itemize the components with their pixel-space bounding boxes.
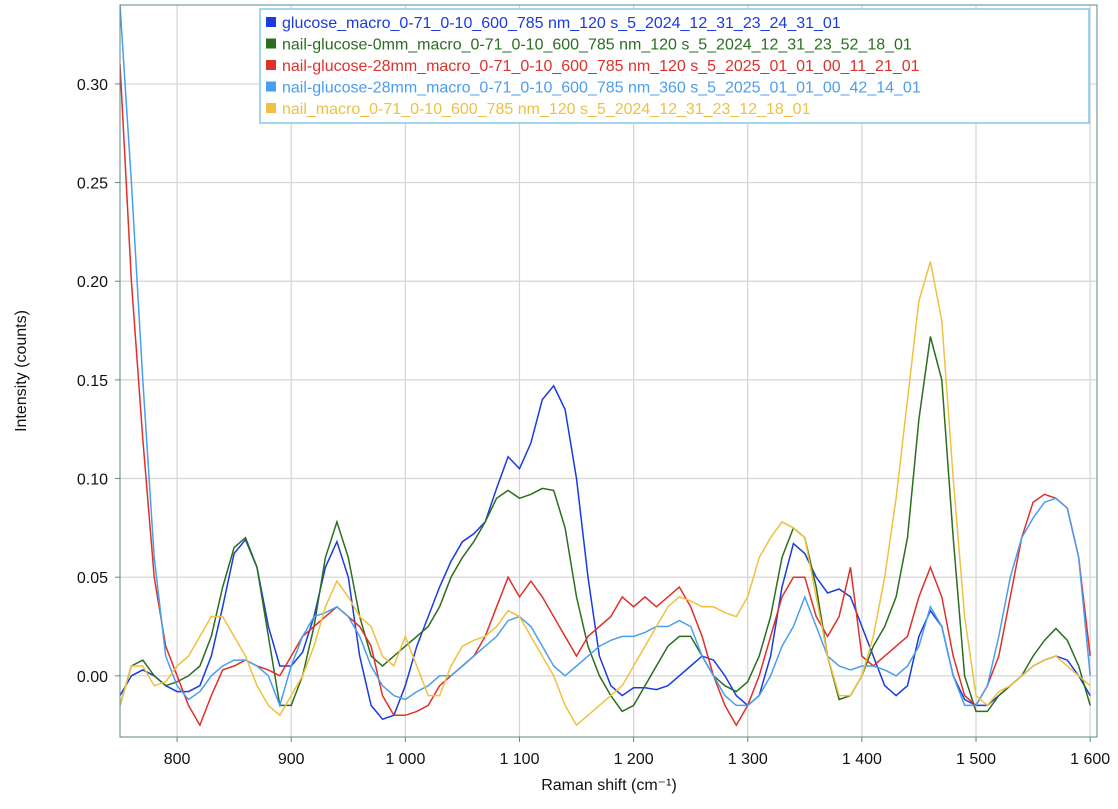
series-line <box>120 336 1091 713</box>
y-axis-title: Intensity (counts) <box>13 310 30 432</box>
x-tick-label: 1 300 <box>728 751 768 768</box>
legend-swatch <box>266 60 276 70</box>
y-tick-label: 0.00 <box>77 669 108 686</box>
series-line <box>120 5 1091 708</box>
series-line <box>120 64 1091 727</box>
y-tick-label: 0.15 <box>77 373 108 390</box>
x-tick-label: 1 400 <box>842 751 882 768</box>
y-tick-label: 0.25 <box>77 176 108 193</box>
x-tick-label: 1 000 <box>385 751 425 768</box>
x-tick-label: 1 200 <box>614 751 654 768</box>
legend-swatch <box>266 17 276 27</box>
x-tick-label: 1 100 <box>499 751 539 768</box>
x-tick-label: 900 <box>278 751 305 768</box>
legend-swatch <box>266 103 276 113</box>
legend-label: nail_macro_0-71_0-10_600_785 nm_120 s_5_… <box>282 101 811 118</box>
y-tick-label: 0.05 <box>77 570 108 587</box>
legend-swatch <box>266 81 276 92</box>
legend-swatch <box>266 38 276 49</box>
y-tick-label: 0.30 <box>77 77 108 94</box>
legend-label: nail-glucose-28mm_macro_0-71_0-10_600_78… <box>282 58 920 75</box>
y-tick-label: 0.10 <box>77 472 108 489</box>
legend-label: glucose_macro_0-71_0-10_600_785 nm_120 s… <box>282 15 841 32</box>
y-tick-label: 0.20 <box>77 274 108 291</box>
x-tick-label: 1 500 <box>956 751 996 768</box>
legend-label: nail-glucose-28mm_macro_0-71_0-10_600_78… <box>282 80 921 97</box>
legend-label: nail-glucose-0mm_macro_0-71_0-10_600_785… <box>282 37 912 54</box>
x-axis-title: Raman shift (cm⁻¹) <box>541 777 677 794</box>
x-tick-label: 1 600 <box>1070 751 1110 768</box>
ticks: 800 900 1 000 1 100 1 200 1 300 1 400 1 500 1 60… <box>77 77 1110 768</box>
x-tick-label: 800 <box>164 751 191 768</box>
plot-lines <box>120 5 1091 727</box>
legend-box <box>259 8 1090 124</box>
plot-frame <box>119 4 1098 738</box>
legend: glucose_macro_0-71_0-10_600_785 nm_120 s… <box>266 15 921 118</box>
series-line <box>120 261 1091 727</box>
